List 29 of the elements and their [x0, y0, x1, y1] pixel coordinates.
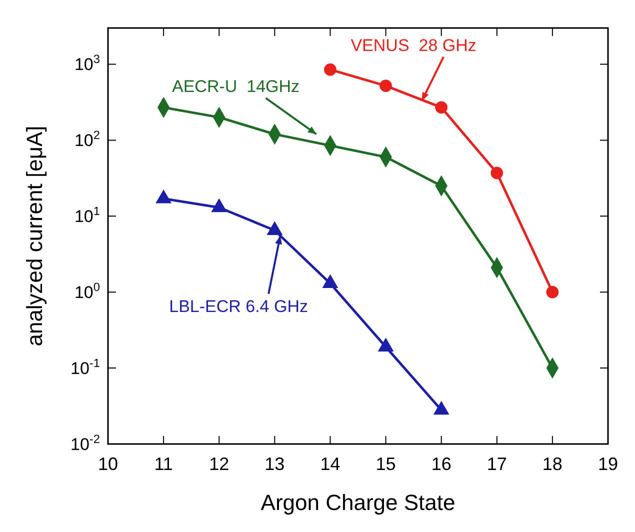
x-tick-label: 10	[98, 454, 118, 474]
x-tick-label: 17	[486, 454, 507, 474]
point	[435, 101, 448, 114]
point	[322, 274, 338, 288]
point	[546, 286, 559, 298]
point	[324, 63, 336, 76]
y-tick-label: 10$^{1}$	[74, 204, 100, 226]
point	[378, 338, 394, 352]
x-tick-label: 18	[542, 454, 562, 474]
point	[490, 166, 504, 180]
series-label: AECR-U 14GHz	[172, 77, 300, 96]
y-tick-label: 10$^{2}$	[74, 128, 100, 150]
y-tick-label: 10$^{3}$	[74, 52, 100, 74]
series-label: LBL-ECR 6.4 GHz	[169, 296, 308, 316]
y-tick-label: 10$^{0}$	[74, 280, 100, 302]
series-label: VENUS 28 GHz	[350, 36, 476, 55]
x-axis-title: Argon Charge State	[260, 490, 456, 515]
y-tick-label: 10$^{-1}$	[70, 356, 100, 378]
x-tick-label: 19	[598, 454, 618, 474]
x-tick-label: 16	[431, 454, 452, 474]
y-tick-label: 10$^{-2}$	[70, 432, 100, 454]
x-tick-label: 15	[376, 454, 396, 474]
x-tick-label: 14	[320, 454, 340, 474]
point	[433, 400, 450, 415]
x-tick-label: 12	[209, 454, 230, 474]
y-axis-title: analyzed current [eμA]	[22, 126, 47, 346]
x-tick-label: 11	[154, 454, 173, 474]
point	[380, 80, 392, 92]
x-tick-label: 13	[264, 454, 285, 474]
